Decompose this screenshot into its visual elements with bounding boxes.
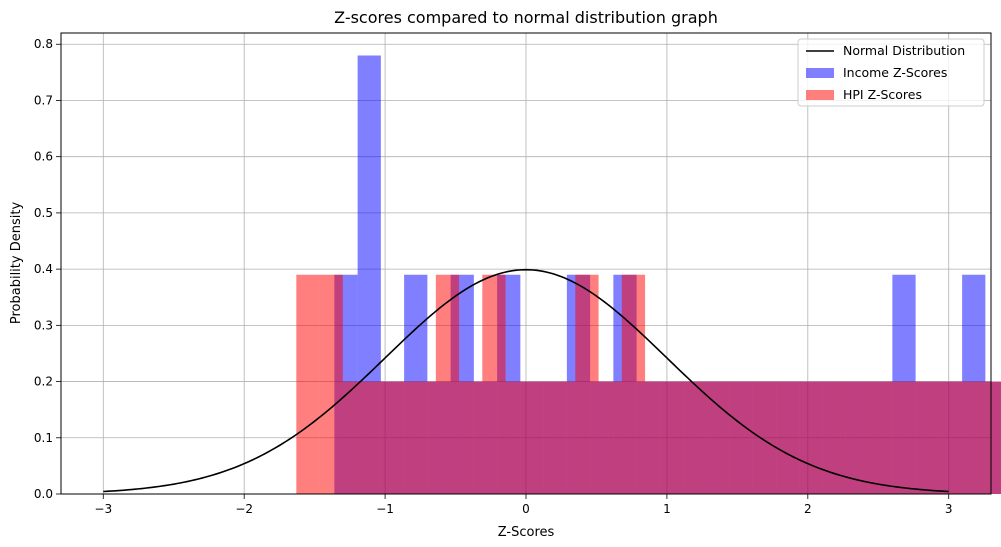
histogram-bar — [831, 381, 855, 494]
histogram-bar — [784, 381, 808, 494]
legend-patch-swatch — [806, 68, 834, 78]
histogram-bar — [342, 381, 367, 494]
y-tick-label: 0.1 — [34, 431, 53, 445]
histogram-bar — [970, 381, 994, 494]
x-tick-label: 3 — [945, 502, 953, 516]
legend: Normal Distribution Income Z-Scores HPI Z-… — [797, 38, 985, 107]
chart-title: Z-scores compared to normal distribution… — [334, 8, 718, 27]
histogram-bar — [947, 381, 971, 494]
y-tick-label: 0.0 — [34, 487, 53, 501]
x-tick-label: −1 — [376, 502, 394, 516]
legend-label: Normal Distribution — [843, 43, 965, 58]
histogram-bar — [738, 381, 762, 494]
legend-label: HPI Z-Scores — [843, 87, 922, 102]
legend-label: Income Z-Scores — [843, 65, 947, 80]
histogram-bar — [854, 381, 878, 494]
y-tick-label: 0.3 — [34, 318, 53, 332]
x-tick-label: 1 — [663, 502, 671, 516]
histogram-bar — [319, 274, 343, 494]
histogram-bar — [552, 381, 576, 494]
y-tick-label: 0.5 — [34, 206, 53, 220]
histogram-bars — [296, 55, 1001, 495]
histogram-bar — [575, 274, 599, 494]
histogram-bar — [482, 274, 506, 494]
histogram-bar — [505, 381, 529, 494]
histogram-bar — [435, 274, 460, 494]
histogram-bar — [993, 381, 1001, 494]
histogram-bar — [296, 274, 320, 494]
x-tick-label: 0 — [522, 502, 530, 516]
histogram-bar — [761, 381, 785, 494]
histogram-bar — [924, 381, 948, 494]
y-tick-label: 0.2 — [34, 375, 53, 389]
x-tick-label: −3 — [94, 502, 112, 516]
histogram-bar — [668, 381, 692, 494]
x-tick-label: 2 — [804, 502, 812, 516]
histogram-bar — [412, 381, 436, 494]
histogram-bar — [714, 381, 739, 494]
histogram-bar — [645, 381, 669, 494]
y-tick-label: 0.4 — [34, 262, 53, 276]
y-tick-label: 0.7 — [34, 93, 53, 107]
legend-box — [797, 38, 985, 107]
histogram-bar — [691, 381, 715, 494]
y-axis-label: Probability Density — [9, 202, 24, 325]
histogram-bar — [900, 381, 925, 494]
histogram-bar — [807, 381, 832, 494]
normal-distribution-line — [103, 268, 949, 493]
histogram-bar — [389, 381, 413, 494]
normal-curve — [103, 268, 949, 493]
x-tick-label: −2 — [235, 502, 253, 516]
x-axis-label: Z-Scores — [498, 525, 555, 540]
histogram-bar — [621, 274, 646, 494]
histogram-bar — [366, 381, 390, 494]
plot-frame — [60, 32, 992, 495]
histogram-bar — [459, 381, 483, 494]
histogram-bar — [528, 381, 553, 494]
legend-patch-swatch — [806, 90, 834, 100]
y-tick-label: 0.8 — [34, 37, 53, 51]
axis-ticks: −3 −2 −1 0 1 2 3 0.0 0.1 0.2 0.3 0.4 0.5 0.6 0.7 0.8 — [34, 37, 953, 516]
histogram-bar — [877, 381, 901, 494]
histogram-bar — [598, 381, 622, 494]
y-tick-label: 0.6 — [34, 150, 53, 164]
